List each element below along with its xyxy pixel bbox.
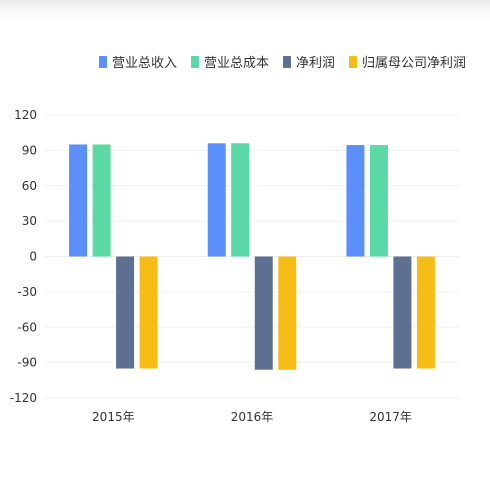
- legend-swatch-net-profit: [282, 55, 291, 68]
- bar: [369, 145, 388, 257]
- x-tick-label: 2015年: [92, 410, 135, 424]
- bar: [207, 143, 226, 257]
- legend-label-net-profit: 净利润: [295, 56, 335, 71]
- y-tick-label: 90: [22, 143, 37, 157]
- bar: [278, 256, 297, 370]
- legend-swatch-parent-net-profit: [348, 55, 357, 68]
- x-tick-label: 2016年: [231, 410, 274, 424]
- y-tick-label: 0: [29, 250, 37, 264]
- bar: [393, 256, 412, 369]
- y-tick-label: -120: [10, 391, 37, 405]
- y-tick-label: 30: [22, 214, 37, 228]
- legend-item-parent-net-profit[interactable]: 归属母公司净利润: [348, 52, 466, 71]
- legend-label-cost: 营业总成本: [203, 56, 269, 71]
- y-tick-label: 60: [22, 179, 37, 193]
- bar: [92, 144, 111, 257]
- legend-item-net-profit[interactable]: 净利润: [282, 52, 335, 71]
- legend: 营业总收入 营业总成本 净利润 归属母公司净利润: [98, 52, 466, 71]
- bar: [416, 256, 435, 369]
- bar: [139, 256, 158, 369]
- legend-item-revenue[interactable]: 营业总收入: [98, 52, 177, 71]
- bar: [231, 143, 250, 257]
- legend-swatch-revenue: [98, 55, 107, 68]
- y-tick-label: 120: [14, 108, 37, 122]
- y-tick-label: -90: [17, 356, 37, 370]
- y-tick-label: -60: [17, 320, 37, 334]
- bar: [116, 256, 135, 369]
- y-tick-label: -30: [17, 285, 37, 299]
- legend-label-revenue: 营业总收入: [111, 56, 177, 71]
- legend-label-parent-net-profit: 归属母公司净利润: [361, 56, 466, 71]
- x-tick-label: 2017年: [369, 410, 412, 424]
- bar: [346, 145, 365, 257]
- bar: [69, 144, 88, 257]
- legend-swatch-cost: [190, 55, 199, 68]
- legend-item-cost[interactable]: 营业总成本: [190, 52, 269, 71]
- bar: [254, 256, 273, 370]
